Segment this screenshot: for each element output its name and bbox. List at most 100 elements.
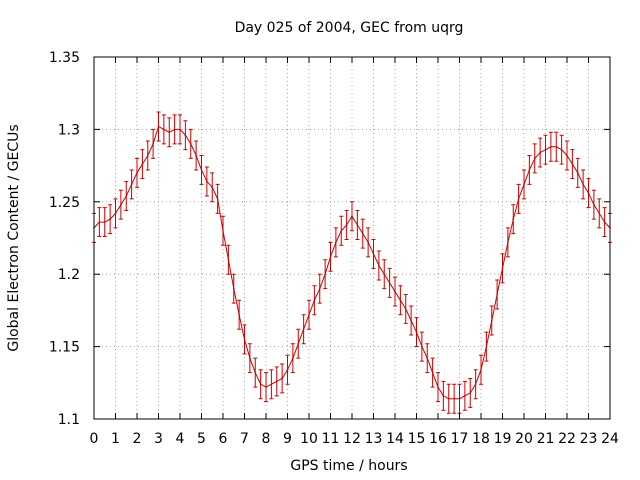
data-point <box>410 319 412 322</box>
data-point <box>98 221 101 223</box>
data-point <box>227 258 230 261</box>
data-point <box>189 143 192 145</box>
axis-ticks <box>93 56 611 420</box>
data-point <box>216 198 219 200</box>
data-point <box>533 157 536 160</box>
data-point <box>351 215 353 218</box>
data-point <box>523 183 525 186</box>
data-point <box>238 313 240 316</box>
data-point <box>367 241 369 244</box>
x-tick-label: 9 <box>283 431 292 447</box>
x-tick-label: 21 <box>537 431 555 447</box>
data-point <box>281 377 283 380</box>
y-tick-labels: 1.1 1.15 1.2 1.25 1.3 1.35 <box>49 50 80 428</box>
data-point <box>200 169 203 171</box>
x-tick-label: 8 <box>262 431 271 447</box>
data-point <box>598 212 601 215</box>
data-point <box>265 386 267 388</box>
data-point <box>528 169 531 171</box>
data-point <box>587 192 590 194</box>
y-tick-label: 1.25 <box>49 195 80 211</box>
data-point <box>517 198 520 200</box>
y-axis-label: Global Electron Content / GECUs <box>6 124 22 351</box>
data-series <box>92 111 612 414</box>
data-point <box>232 287 235 290</box>
data-point <box>136 172 138 174</box>
data-point <box>222 229 224 232</box>
x-tick-label: 3 <box>154 431 163 447</box>
x-tick-label: 16 <box>429 431 447 447</box>
y-tick-label: 1.2 <box>58 267 80 283</box>
data-point <box>254 371 257 374</box>
data-point <box>507 241 509 244</box>
data-point <box>184 134 187 136</box>
data-point <box>431 371 434 374</box>
data-point <box>313 299 316 302</box>
data-point <box>141 163 144 165</box>
data-point <box>458 397 461 400</box>
data-point <box>593 203 595 206</box>
data-point <box>485 345 488 348</box>
data-point <box>388 282 391 284</box>
data-point <box>120 203 122 206</box>
data-point <box>168 131 171 134</box>
data-point <box>146 154 149 157</box>
data-point <box>335 241 337 244</box>
y-tick-label: 1.1 <box>58 412 80 428</box>
data-point <box>103 221 106 223</box>
data-point <box>447 397 450 400</box>
data-point <box>361 232 364 235</box>
data-point <box>292 357 294 359</box>
data-point <box>404 308 407 310</box>
data-point <box>571 163 574 165</box>
x-tick-label: 10 <box>300 431 318 447</box>
x-tick-label: 19 <box>494 431 512 447</box>
data-point <box>286 368 289 371</box>
x-tick-label: 14 <box>386 431 404 447</box>
data-point <box>318 287 321 290</box>
data-point <box>582 183 584 186</box>
x-tick-label: 18 <box>472 431 490 447</box>
data-point <box>152 143 154 145</box>
data-point <box>544 148 547 151</box>
x-tick-label: 6 <box>219 431 228 447</box>
data-point <box>173 128 176 131</box>
data-point <box>469 392 472 394</box>
data-point <box>324 273 326 276</box>
data-point <box>243 338 246 341</box>
data-point <box>555 145 558 148</box>
x-tick-label: 22 <box>558 431 576 447</box>
data-point <box>157 125 160 128</box>
x-tick-label: 15 <box>408 431 426 447</box>
data-point <box>490 319 493 322</box>
data-point <box>372 253 375 255</box>
data-point <box>345 224 348 226</box>
data-point <box>512 218 515 220</box>
data-point <box>270 383 273 386</box>
data-point <box>464 395 466 397</box>
data-point <box>394 290 396 293</box>
y-tick-label: 1.15 <box>49 340 80 356</box>
data-point <box>130 183 133 186</box>
data-point <box>474 383 477 386</box>
data-point <box>453 397 455 400</box>
data-point <box>163 128 165 131</box>
data-point <box>114 212 117 215</box>
data-point <box>109 218 111 220</box>
data-point <box>340 229 343 232</box>
x-tick-label: 24 <box>601 431 619 447</box>
x-tick-label: 11 <box>322 431 340 447</box>
data-point <box>426 357 429 359</box>
data-point <box>378 264 380 267</box>
chart-title: Day 025 of 2004, GEC from uqrg <box>235 20 464 36</box>
x-tick-label: 1 <box>111 431 120 447</box>
x-tick-label: 4 <box>176 431 185 447</box>
data-point <box>550 145 552 148</box>
data-point <box>195 154 197 157</box>
data-point <box>415 331 418 333</box>
x-tick-label: 17 <box>451 431 469 447</box>
data-point <box>437 386 439 388</box>
data-point <box>125 195 128 197</box>
data-point <box>480 368 482 371</box>
